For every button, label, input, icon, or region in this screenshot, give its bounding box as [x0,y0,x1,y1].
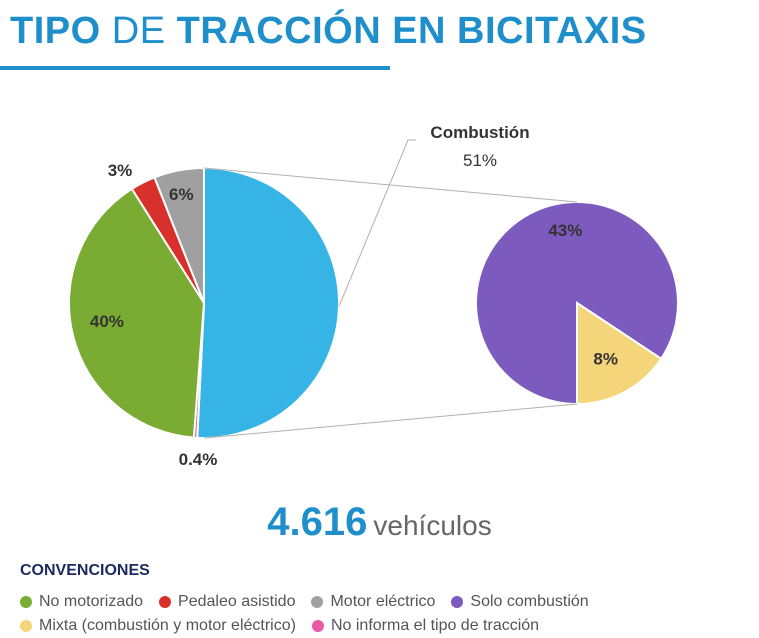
pie-chart: Combustión 51% 40% 3% 6% 0.4% 43% 8% [67,123,679,469]
title-part-1: TIPO [10,10,101,52]
legend-item: No informa el tipo de tracción [311,617,540,635]
connector-line-bottom [203,403,578,439]
legend-label: Mixta (combustión y motor eléctrico) [39,617,296,634]
legend-row: No motorizado Pedaleo asistido Motor eléct… [20,590,750,614]
total-vehicles: 4.616 vehículos [0,500,759,545]
slice-name-combustion: Combustión [430,123,529,142]
legend-swatch [20,620,32,632]
page-title: TIPO DE TRACCIÓN EN BICITAXIS [10,6,647,56]
legend-label: Motor eléctrico [330,593,436,610]
connector-line-top [203,167,578,203]
legend-label: No motorizado [39,593,144,610]
slice-value-no-informa: 0.4% [179,450,218,469]
callout-leader-combustion [338,139,416,307]
legend-item: Motor eléctrico [311,593,435,611]
title-underline [0,66,390,70]
legend-swatch [159,596,172,608]
slice-value-pedaleo: 3% [108,161,133,180]
slice-value-solo-combustion: 43% [548,221,582,240]
pie-slice-mixta [576,301,663,406]
legend-label: Pedaleo asistido [178,593,296,610]
legend: No motorizado Pedaleo asistido Motor eléct… [20,590,750,638]
legend-item: Pedaleo asistido [159,593,295,611]
legend-swatch [451,596,464,608]
title-part-2: DE [111,10,166,52]
legend-title: CONVENCIONES [20,562,150,579]
legend-label: No informa el tipo de tracción [330,617,540,634]
legend-item: Mixta (combustión y motor eléctrico) [20,617,296,635]
legend-swatch [311,596,324,608]
legend-swatch [20,596,32,608]
legend-label: Solo combustión [470,593,589,610]
legend-row: Mixta (combustión y motor eléctrico) No i… [20,614,750,638]
pie-slice-motor-electrico [153,166,205,304]
pie-slice-combustion [196,166,341,439]
slice-value-no-motorizado: 40% [90,312,124,331]
legend-item: No motorizado [20,593,143,611]
total-unit: vehículos [373,510,492,541]
slice-value-combustion: 51% [463,151,497,170]
slice-value-mixta: 8% [593,349,618,368]
slice-value-motor-electrico: 6% [169,185,194,204]
legend-item: Solo combustión [451,593,589,611]
legend-swatch [311,620,324,632]
title-part-3: TRACCIÓN EN BICITAXIS [176,10,647,52]
total-value: 4.616 [267,500,368,544]
